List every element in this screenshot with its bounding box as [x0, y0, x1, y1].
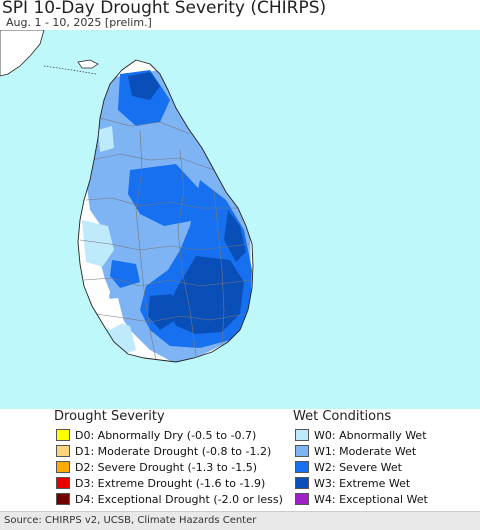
sri-lanka-map [0, 30, 480, 409]
legend-item-d2: D2: Severe Drought (-1.3 to -1.5) [56, 460, 257, 474]
legend-swatch-d0 [56, 429, 70, 441]
legend-label-d3: D3: Extreme Drought (-1.6 to -1.9) [75, 476, 266, 490]
drought-legend-title: Drought Severity [54, 409, 165, 424]
legend-label-w0: W0: Abnormally Wet [314, 428, 427, 442]
legend-item-w2: W2: Severe Wet [295, 460, 402, 474]
legend-swatch-w4 [295, 493, 309, 505]
legend: Drought Severity Wet Conditions D0: Abno… [0, 409, 480, 511]
island-coastline [77, 59, 254, 363]
adams-bridge [43, 65, 97, 75]
source-credit: Source: CHIRPS v2, UCSB, Climate Hazards… [0, 511, 480, 530]
legend-swatch-w0 [295, 429, 309, 441]
map-subtitle: Aug. 1 - 10, 2025 [prelim.] [6, 16, 152, 29]
jaffna-islands [77, 59, 99, 69]
legend-item-d4: D4: Exceptional Drought (-2.0 or less) [56, 492, 283, 506]
legend-swatch-d3 [56, 477, 70, 489]
legend-swatch-d1 [56, 445, 70, 457]
legend-label-d2: D2: Severe Drought (-1.3 to -1.5) [75, 460, 258, 474]
legend-item-w3: W3: Extreme Wet [295, 476, 410, 490]
legend-label-d0: D0: Abnormally Dry (-0.5 to -0.7) [75, 428, 257, 442]
legend-swatch-w3 [295, 477, 309, 489]
legend-swatch-d4 [56, 493, 70, 505]
legend-label-d4: D4: Exceptional Drought (-2.0 or less) [75, 492, 283, 506]
legend-swatch-d2 [56, 461, 70, 473]
legend-label-w4: W4: Exceptional Wet [314, 492, 428, 506]
legend-item-d0: D0: Abnormally Dry (-0.5 to -0.7) [56, 428, 256, 442]
india-coast [0, 30, 45, 77]
legend-swatch-w1 [295, 445, 309, 457]
legend-item-w4: W4: Exceptional Wet [295, 492, 428, 506]
legend-label-d1: D1: Moderate Drought (-0.8 to -1.2) [75, 444, 272, 458]
wet-legend-title: Wet Conditions [293, 409, 392, 424]
legend-label-w3: W3: Extreme Wet [314, 476, 411, 490]
legend-item-d1: D1: Moderate Drought (-0.8 to -1.2) [56, 444, 271, 458]
legend-item-w1: W1: Moderate Wet [295, 444, 416, 458]
legend-label-w2: W2: Severe Wet [314, 460, 402, 474]
map-title: SPI 10-Day Drought Severity (CHIRPS) [2, 0, 327, 18]
legend-label-w1: W1: Moderate Wet [314, 444, 417, 458]
legend-swatch-w2 [295, 461, 309, 473]
legend-item-w0: W0: Abnormally Wet [295, 428, 427, 442]
legend-item-d3: D3: Extreme Drought (-1.6 to -1.9) [56, 476, 265, 490]
